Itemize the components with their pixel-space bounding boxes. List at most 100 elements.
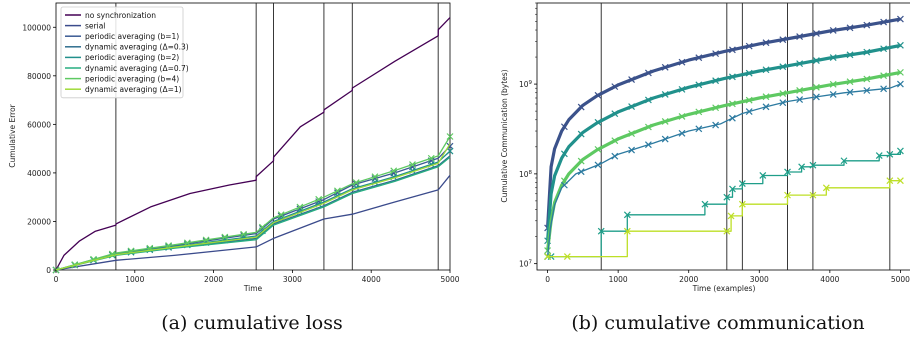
marker-stroke [896,80,904,88]
marker-stroke [371,173,379,181]
series-line [55,174,451,271]
data-point-marker [796,96,804,103]
marker-stroke [759,172,767,179]
marker-stroke [446,147,454,155]
marker-stroke [723,227,731,235]
data-point-marker [745,108,753,116]
x-tick-label: 4000 [362,275,381,284]
data-point-marker [644,96,652,104]
marker-stroke [597,227,605,235]
marker-stroke [644,69,652,77]
marker-stroke [863,87,871,94]
data-point-marker [812,57,820,64]
marker-stroke [334,187,341,195]
marker-stroke [678,58,686,66]
marker-stroke [779,63,787,71]
x-tick-label: 2000 [204,275,223,284]
marker-stroke [712,77,720,85]
data-point-marker [745,69,753,77]
y-axis-label: Cumulative Communication (bytes) [500,69,509,202]
y-tick-label: 80000 [27,72,51,81]
data-point-marker [661,63,669,71]
data-point-marker [594,91,602,99]
data-point-marker [745,42,753,50]
data-point-marker [738,200,746,208]
data-point-marker [661,135,669,143]
marker-stroke [846,78,854,86]
y-tick-label: 100000 [22,23,51,32]
data-point-marker [727,212,735,220]
marker-stroke [695,81,703,89]
marker-stroke [661,118,669,125]
marker-stroke [594,145,602,153]
marker-stroke [315,195,323,203]
data-point-marker [809,161,817,169]
data-point-marker [577,157,585,165]
marker-stroke [560,181,568,189]
marker-stroke [661,63,669,71]
marker-stroke [796,33,804,41]
marker-stroke [875,152,883,159]
marker-stroke [701,200,709,208]
marker-stroke [678,129,686,137]
data-point-marker [644,141,652,149]
x-tick-label: 1000 [125,275,144,284]
data-point-marker [352,179,360,187]
marker-stroke [762,103,770,111]
marker-stroke [779,36,787,44]
marker-stroke [762,93,770,101]
data-point-marker [623,211,631,219]
marker-stroke [779,99,787,107]
data-point-marker [594,118,602,126]
marker-stroke [544,253,552,260]
x-tick-label: 4000 [820,275,839,284]
marker-stroke [628,146,636,154]
marker-stroke [594,118,602,126]
data-point-marker [896,68,904,76]
marker-stroke [221,236,229,244]
data-point-marker [829,27,837,34]
data-point-marker [886,177,894,185]
data-point-marker [446,133,454,140]
marker-stroke [611,152,619,160]
marker-stroke [738,200,746,208]
y-tick-label: 109 [519,80,533,89]
data-point-marker [695,125,703,133]
data-point-marker [628,130,636,138]
marker-stroke [896,177,904,185]
marker-stroke [728,114,736,122]
marker-stroke [623,227,631,235]
data-point-marker [712,121,720,129]
series-group [544,15,904,260]
marker-stroke [258,223,266,231]
marker-stroke [611,83,619,91]
data-point-marker [678,85,686,93]
data-point-marker [296,203,304,211]
data-point-marker [240,230,248,238]
data-point-marker [644,69,652,77]
series-line [55,17,451,271]
marker-stroke [727,212,735,220]
data-point-marker [762,93,770,101]
data-point-marker [678,58,686,66]
legend-entry: no synchronization [85,11,156,20]
data-point-marker [728,73,736,81]
marker-stroke [560,123,568,131]
data-point-marker [880,45,888,53]
data-point-marker [863,21,871,29]
marker-stroke [896,15,904,23]
y-axis-label: Cumulative Error [8,103,17,167]
x-ticks: 0 1000 2000 3000 4000 5000 [54,270,460,284]
data-point-marker [644,123,652,131]
marker-stroke [728,73,736,81]
marker-stroke [846,88,854,96]
plot-frame [536,2,910,271]
data-point-marker [594,161,602,169]
marker-stroke [695,54,703,62]
data-point-marker [809,191,817,199]
marker-stroke [628,103,636,111]
marker-stroke [728,100,736,108]
marker-stroke [863,48,871,56]
marker-stroke [745,42,753,50]
